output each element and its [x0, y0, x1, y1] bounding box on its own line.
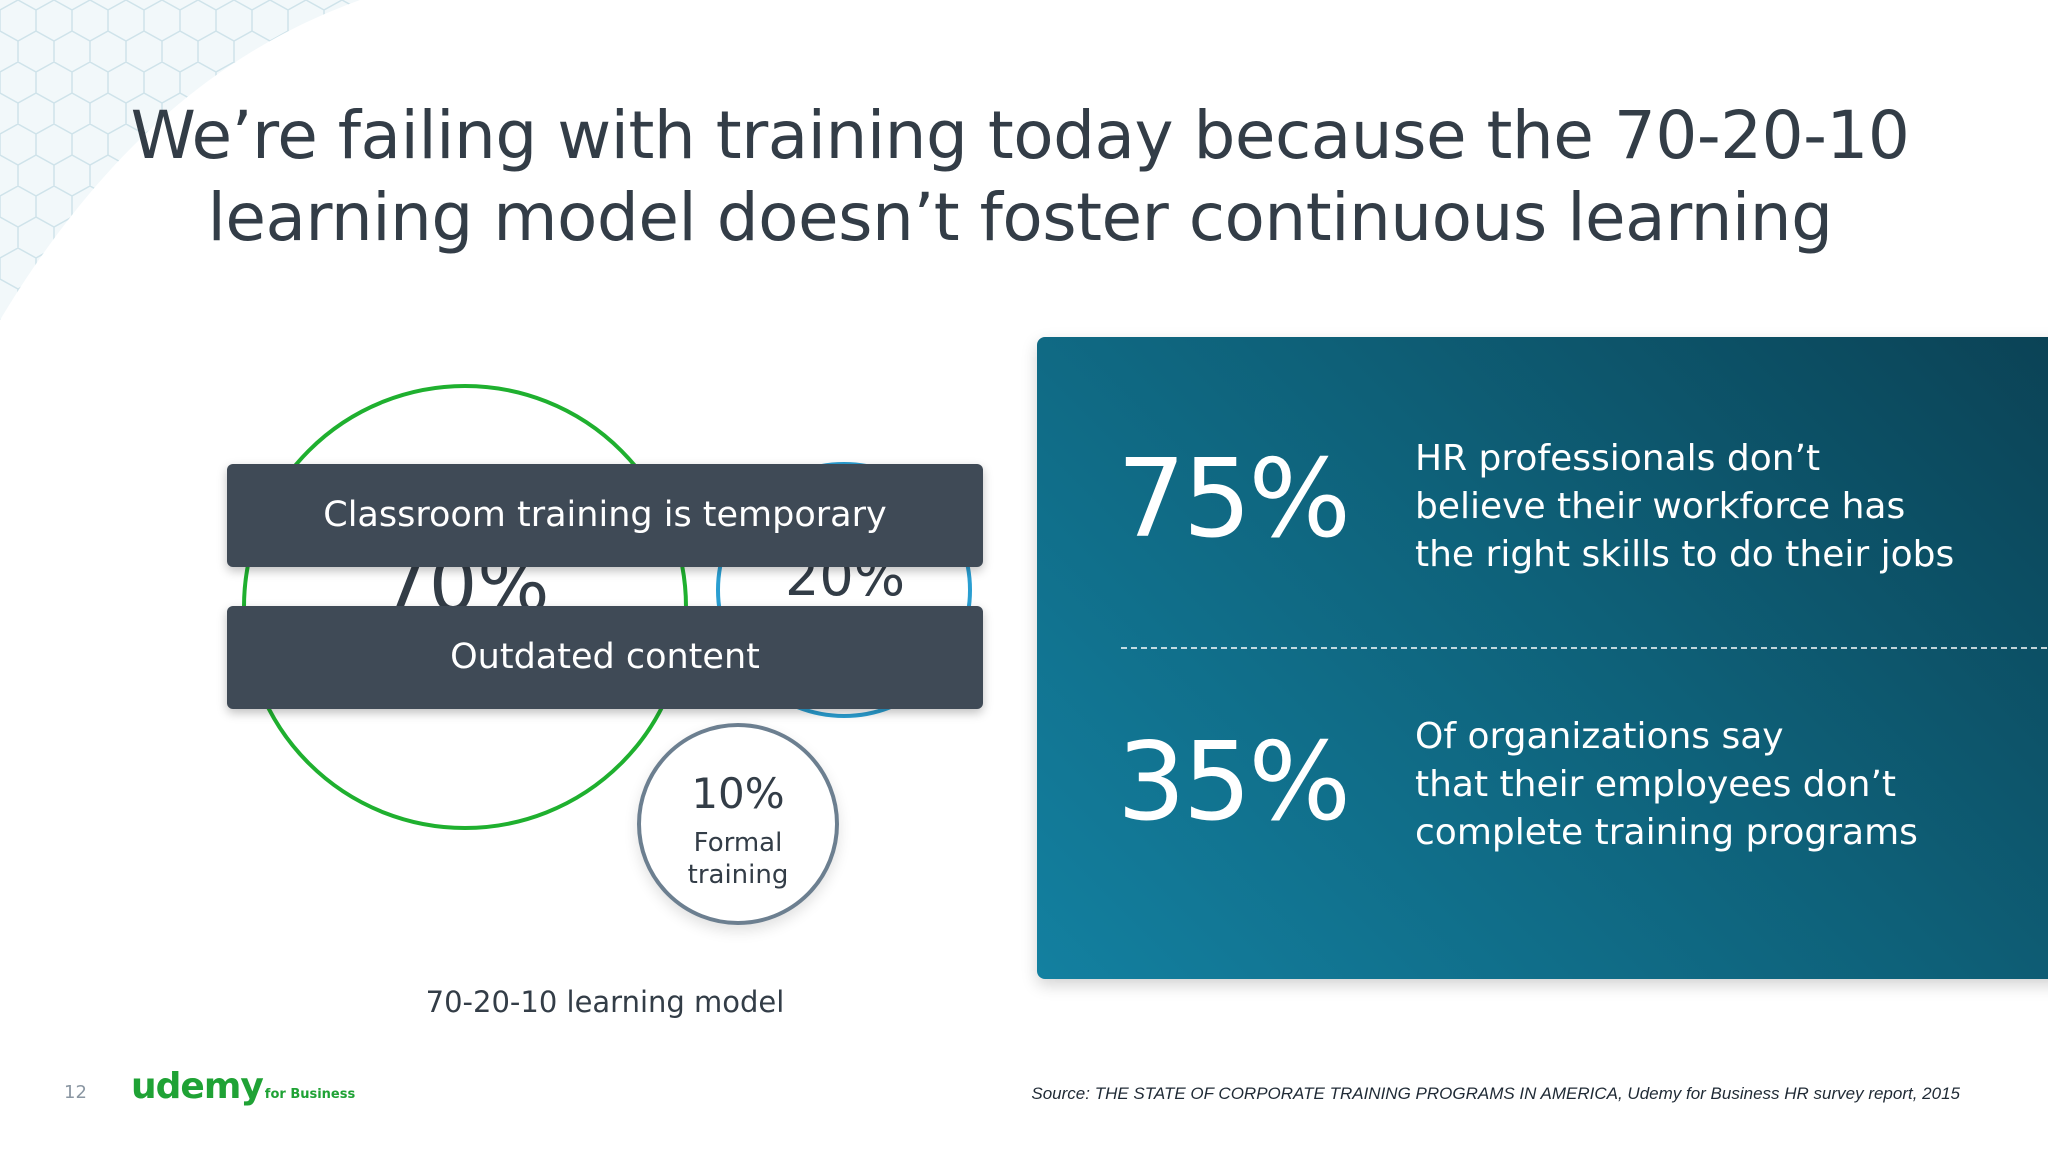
stat-2-line-3: complete training programs [1415, 812, 1918, 853]
banner-classroom-training: Classroom training is temporary [227, 464, 983, 567]
hexagon-pattern-decoration [0, 0, 360, 320]
banner-outdated-content: Outdated content [227, 606, 983, 709]
title-line-2: learning model doesn’t foster continuous… [207, 179, 1833, 256]
source-citation: Source: THE STATE OF CORPORATE TRAINING … [1031, 1084, 1960, 1103]
formal-training-line-1: Formal [693, 828, 783, 858]
stat-1-description: HR professionals don’t believe their wor… [1415, 435, 2035, 579]
stat-1-line-1: HR professionals don’t [1415, 438, 1821, 479]
udemy-for-business-logo: udemy for Business [131, 1066, 355, 1112]
logo-wordmark: udemy [131, 1066, 264, 1107]
stat-2-line-1: Of organizations say [1415, 716, 1784, 757]
formal-training-label: Formal training [641, 827, 835, 891]
title-line-1: We’re failing with training today becaus… [130, 97, 1910, 174]
stat-1-line-2: believe their workforce has [1415, 486, 1906, 527]
slide-title: We’re failing with training today becaus… [120, 95, 1920, 259]
stat-1-value: 75% [1117, 437, 1351, 562]
diagram-caption: 70-20-10 learning model [425, 985, 785, 1019]
stat-2-value: 35% [1117, 720, 1351, 845]
logo-subtitle: for Business [264, 1087, 356, 1102]
stat-1-line-3: the right skills to do their jobs [1415, 534, 1955, 575]
circle-10-percent: 10% Formal training [637, 723, 839, 925]
stats-panel: 75% HR professionals don’t believe their… [1037, 337, 2048, 979]
pct-10-label: 10% [691, 769, 785, 818]
stat-divider [1121, 647, 2048, 649]
formal-training-line-2: training [687, 860, 789, 890]
stat-2-line-2: that their employees don’t [1415, 764, 1897, 805]
page-number: 12 [64, 1082, 87, 1103]
stat-2-description: Of organizations say that their employee… [1415, 713, 2035, 857]
